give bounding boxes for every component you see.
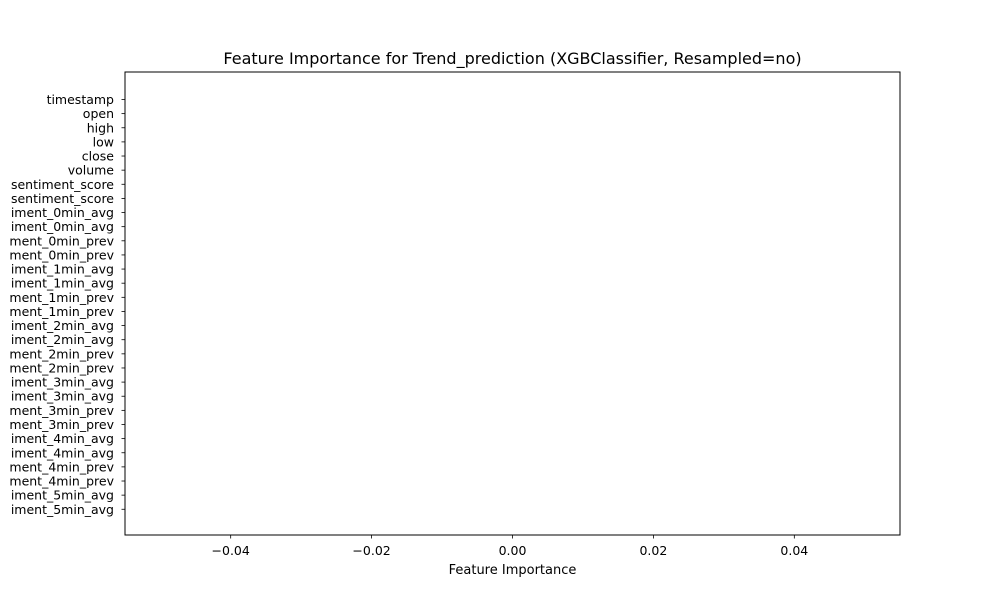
y-tick-label: iment_4min_avg bbox=[11, 445, 114, 460]
y-tick-label: iment_0min_avg bbox=[11, 219, 114, 234]
y-tick-label: iment_3min_avg bbox=[11, 389, 114, 404]
y-tick-label: ment_4min_prev bbox=[9, 459, 114, 474]
y-tick-label: iment_2min_avg bbox=[11, 332, 114, 347]
y-tick-label: ment_2min_prev bbox=[9, 346, 114, 361]
y-tick-label: volume bbox=[68, 163, 115, 178]
y-tick-label: timestamp bbox=[47, 92, 114, 107]
y-tick-label: iment_1min_avg bbox=[11, 262, 114, 277]
x-axis-ticks: −0.04 −0.02 0.00 0.02 0.04 bbox=[212, 535, 808, 558]
y-tick-label: ment_4min_prev bbox=[9, 474, 114, 489]
x-tick-label: 0.04 bbox=[780, 543, 808, 558]
y-tick-label: close bbox=[82, 149, 115, 164]
y-tick-label: iment_2min_avg bbox=[11, 318, 114, 333]
y-tick-label: sentiment_score bbox=[11, 177, 114, 192]
x-axis-label: Feature Importance bbox=[449, 563, 577, 578]
y-tick-label: sentiment_score bbox=[11, 191, 114, 206]
plot-area-frame bbox=[124, 71, 901, 536]
x-tick-label: 0.00 bbox=[499, 543, 527, 558]
x-tick-label: 0.02 bbox=[639, 543, 667, 558]
x-tick-label: −0.02 bbox=[352, 543, 390, 558]
y-tick-label: ment_3min_prev bbox=[9, 417, 114, 432]
y-tick-label: iment_5min_avg bbox=[11, 488, 114, 503]
y-tick-label: ment_1min_prev bbox=[9, 290, 114, 305]
y-tick-label: ment_0min_prev bbox=[9, 233, 114, 248]
y-tick-label: iment_4min_avg bbox=[11, 431, 114, 446]
y-tick-label: ment_3min_prev bbox=[9, 403, 114, 418]
y-tick-label: high bbox=[87, 120, 114, 135]
chart-title: Feature Importance for Trend_prediction … bbox=[223, 49, 801, 69]
x-tick-label: −0.04 bbox=[212, 543, 250, 558]
y-tick-label: ment_1min_prev bbox=[9, 304, 114, 319]
y-tick-label: ment_0min_prev bbox=[9, 247, 114, 262]
y-tick-label: iment_0min_avg bbox=[11, 205, 114, 220]
y-axis-ticks: timestampopenhighlowclosevolumesentiment… bbox=[9, 92, 125, 517]
y-tick-label: iment_1min_avg bbox=[11, 276, 114, 291]
y-tick-label: ment_2min_prev bbox=[9, 360, 114, 375]
y-tick-label: open bbox=[83, 106, 114, 121]
y-tick-label: low bbox=[93, 134, 114, 149]
y-tick-label: iment_5min_avg bbox=[11, 502, 114, 517]
y-tick-label: iment_3min_avg bbox=[11, 375, 114, 390]
